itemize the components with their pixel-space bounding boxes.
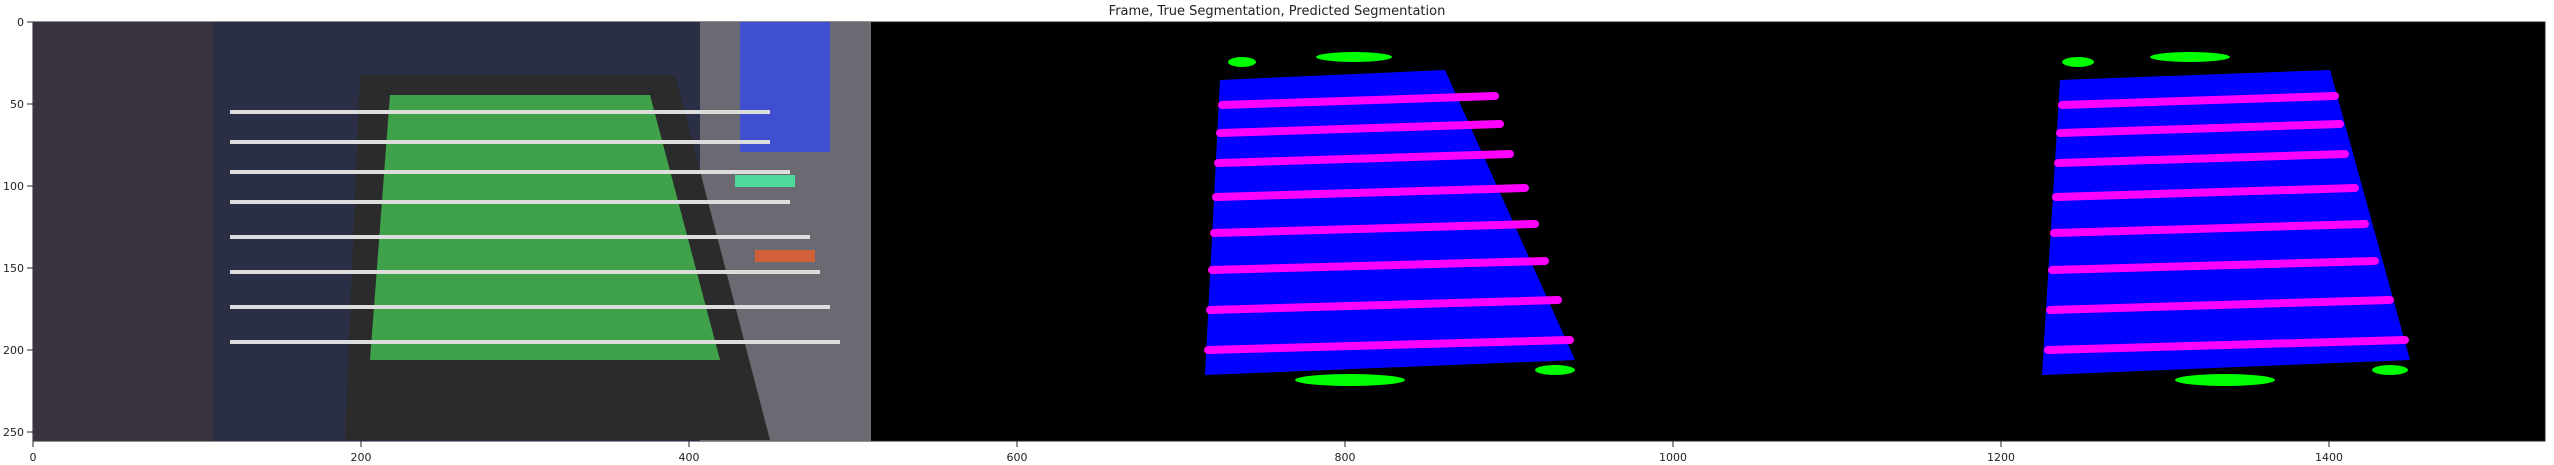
orange-handle — [755, 250, 815, 262]
field — [370, 95, 720, 360]
x-tick-label: 1200 — [1987, 451, 2015, 464]
figure-title: Frame, True Segmentation, Predicted Segm… — [1108, 4, 1446, 19]
green-handle — [735, 175, 795, 187]
y-tick-label: 250 — [3, 426, 24, 439]
predicted-rod-masks — [2044, 92, 2409, 354]
predicted-handle-masks — [2062, 52, 2408, 386]
x-tick-label: 800 — [1335, 451, 1356, 464]
true-segmentation-panel — [1204, 52, 1575, 386]
left-player — [33, 22, 213, 441]
true-handle-masks — [1228, 52, 1575, 386]
y-tick-label: 0 — [17, 16, 24, 29]
axes-ticks — [27, 21, 2330, 447]
y-tick-label: 50 — [10, 98, 24, 111]
y-tick-label: 150 — [3, 262, 24, 275]
frame-rods — [230, 110, 840, 344]
x-tick-label: 200 — [351, 451, 372, 464]
x-tick-label: 1000 — [1659, 451, 1687, 464]
frame-panel — [33, 22, 871, 441]
blue-shirt — [740, 22, 830, 152]
true-rod-masks — [1204, 92, 1574, 354]
predicted-segmentation-panel — [2042, 52, 2410, 386]
x-tick-labels: 0 200 400 600 800 1000 1200 1400 — [30, 451, 2344, 464]
x-tick-label: 0 — [30, 451, 37, 464]
y-tick-label: 200 — [3, 344, 24, 357]
y-tick-labels: 0 50 100 150 200 250 — [3, 16, 24, 439]
x-tick-label: 400 — [679, 451, 700, 464]
x-tick-label: 600 — [1007, 451, 1028, 464]
x-tick-label: 1400 — [2315, 451, 2343, 464]
y-tick-label: 100 — [3, 180, 24, 193]
